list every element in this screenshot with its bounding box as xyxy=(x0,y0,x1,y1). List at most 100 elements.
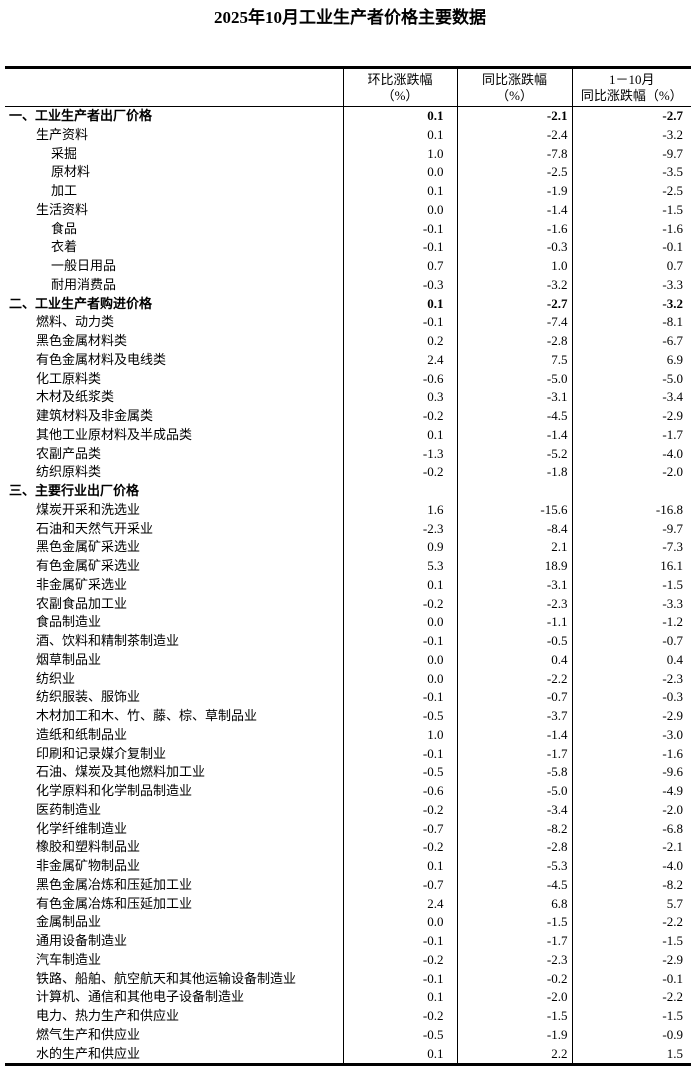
row-mom-value: 0.0 xyxy=(342,613,457,632)
row-label: 酒、饮料和精制茶制造业 xyxy=(36,633,180,648)
row-yoy-value: -2.0 xyxy=(456,988,572,1007)
row-mom-value: -0.1 xyxy=(342,219,457,239)
row-mom-value: -0.2 xyxy=(342,838,457,857)
row-ytd-value: -1.5 xyxy=(571,200,691,220)
row-yoy-value: -2.1 xyxy=(456,106,572,126)
row-label: 计算机、通信和其他电子设备制造业 xyxy=(36,989,245,1005)
row-ytd-value: -0.1 xyxy=(571,238,691,257)
table-row: 汽车制造业 -0.2 -2.3 -2.9 xyxy=(5,950,691,970)
table-row: 非金属矿物制品业 0.1 -5.3 -4.0 xyxy=(5,857,691,876)
row-mom-value: -0.2 xyxy=(342,1007,457,1026)
row-yoy-value: 0.4 xyxy=(456,650,572,670)
row-yoy-value: -1.8 xyxy=(456,463,572,482)
row-mom-value: -0.1 xyxy=(342,632,457,651)
table-row: 纺织服装、服饰业 -0.1 -0.7 -0.3 xyxy=(5,688,691,707)
row-label: 二、工业生产者购进价格 xyxy=(9,295,153,311)
row-ytd-value: -7.3 xyxy=(571,538,691,557)
row-label: 石油、煤炭及其他燃料加工业 xyxy=(36,764,206,780)
row-ytd-value: -16.8 xyxy=(571,500,691,520)
row-mom-value: -0.5 xyxy=(342,763,457,782)
row-label: 印刷和记录媒介复制业 xyxy=(36,745,167,761)
row-mom-value: -0.7 xyxy=(342,819,457,839)
row-ytd-value: -2.0 xyxy=(571,800,691,820)
row-mom-value: 0.3 xyxy=(342,388,457,407)
row-label: 有色金属矿采选业 xyxy=(36,558,141,573)
table-row: 一、工业生产者出厂价格 0.1 -2.1 -2.7 xyxy=(5,106,691,126)
row-ytd-value: -0.9 xyxy=(571,1025,691,1045)
table-row: 食品 -0.1 -1.6 -1.6 xyxy=(5,219,691,239)
row-label: 三、主要行业出厂价格 xyxy=(9,483,140,498)
header-yoy-line2: （%） xyxy=(496,87,533,103)
table-row: 烟草制品业 0.0 0.4 0.4 xyxy=(5,650,691,670)
header-mom-line2: （%） xyxy=(381,87,419,103)
row-ytd-value: -8.1 xyxy=(571,313,691,332)
row-yoy-value: -1.5 xyxy=(456,913,572,932)
table-row: 燃气生产和供应业 -0.5 -1.9 -0.9 xyxy=(5,1025,691,1045)
table-row: 食品制造业 0.0 -1.1 -1.2 xyxy=(5,613,691,632)
row-label: 木材加工和木、竹、藤、棕、草制品业 xyxy=(36,708,258,723)
row-yoy-value: -1.9 xyxy=(456,1025,572,1045)
row-mom-value: 0.1 xyxy=(342,125,457,145)
table-row: 金属制品业 0.0 -1.5 -2.2 xyxy=(5,913,691,932)
row-label: 纺织服装、服饰业 xyxy=(36,689,141,705)
row-label: 有色金属材料及电线类 xyxy=(36,351,167,367)
ppi-data-table: 环比涨跌幅 （%） 同比涨跌幅 （%） 1－10月 同比涨跌幅（%） 一、工业生… xyxy=(5,66,691,1067)
row-ytd-value: -3.4 xyxy=(571,388,691,407)
row-ytd-value: 0.4 xyxy=(571,650,691,670)
row-mom-value: -0.1 xyxy=(342,932,457,951)
row-mom-value: -0.7 xyxy=(342,875,457,895)
row-mom-value: -0.6 xyxy=(342,782,457,801)
row-label: 纺织业 xyxy=(36,670,76,686)
row-ytd-value: -4.0 xyxy=(571,857,691,876)
row-mom-value: 0.0 xyxy=(342,163,457,182)
row-label: 一般日用品 xyxy=(51,258,117,273)
row-mom-value: 0.1 xyxy=(342,988,457,1007)
row-ytd-value: -3.0 xyxy=(571,725,691,745)
row-label: 煤炭开采和洗选业 xyxy=(36,501,141,517)
row-ytd-value: -2.9 xyxy=(571,707,691,726)
row-ytd-value: -1.5 xyxy=(571,1007,691,1026)
row-yoy-value: -4.5 xyxy=(456,875,572,895)
table-row: 木材及纸浆类 0.3 -3.1 -3.4 xyxy=(5,388,691,407)
row-yoy-value: 2.1 xyxy=(456,538,572,557)
page-title: 2025年10月工业生产者价格主要数据 xyxy=(214,8,486,27)
row-mom-value: 0.1 xyxy=(342,1044,457,1065)
row-label: 食品 xyxy=(51,220,78,236)
row-yoy-value: 1.0 xyxy=(456,257,572,276)
row-yoy-value: -1.5 xyxy=(456,1007,572,1026)
table-row: 有色金属冶炼和压延加工业 2.4 6.8 5.7 xyxy=(5,894,691,914)
row-ytd-value: -1.5 xyxy=(571,575,691,595)
row-label: 农副食品加工业 xyxy=(36,595,128,611)
row-label: 水的生产和供应业 xyxy=(36,1045,141,1061)
row-label: 衣着 xyxy=(51,239,78,255)
row-yoy-value: -3.4 xyxy=(456,800,572,820)
table-row: 石油、煤炭及其他燃料加工业 -0.5 -5.8 -9.6 xyxy=(5,763,691,782)
row-mom-value: 2.4 xyxy=(342,350,457,370)
row-label: 汽车制造业 xyxy=(36,951,102,967)
table-row: 燃料、动力类 -0.1 -7.4 -8.1 xyxy=(5,313,691,332)
row-label: 非金属矿采选业 xyxy=(36,576,128,592)
row-mom-value: 1.6 xyxy=(342,500,457,520)
table-row: 印刷和记录媒介复制业 -0.1 -1.7 -1.6 xyxy=(5,744,691,764)
row-mom-value: -0.6 xyxy=(342,369,457,389)
row-yoy-value: 18.9 xyxy=(456,557,572,576)
row-yoy-value xyxy=(456,482,572,501)
table-row: 黑色金属矿采选业 0.9 2.1 -7.3 xyxy=(5,538,691,557)
row-yoy-value: -5.2 xyxy=(456,444,572,464)
row-yoy-value: -3.7 xyxy=(456,707,572,726)
table-row: 化工原料类 -0.6 -5.0 -5.0 xyxy=(5,369,691,389)
header-ytd-line1: 1－10月 xyxy=(608,71,655,87)
row-ytd-value: -1.5 xyxy=(571,932,691,951)
header-mom-line1: 环比涨跌幅 xyxy=(367,71,433,87)
row-mom-value: 0.0 xyxy=(342,913,457,932)
row-yoy-value: -3.1 xyxy=(456,388,572,407)
row-label: 一、工业生产者出厂价格 xyxy=(9,108,153,123)
row-mom-value: 0.1 xyxy=(342,294,457,314)
row-label: 生活资料 xyxy=(36,201,89,217)
row-ytd-value: -2.1 xyxy=(571,838,691,857)
row-label: 农副产品类 xyxy=(36,445,102,461)
row-mom-value: 0.0 xyxy=(342,200,457,220)
row-yoy-value: -2.3 xyxy=(456,950,572,970)
row-ytd-value: -0.1 xyxy=(571,969,691,989)
row-yoy-value: -15.6 xyxy=(456,500,572,520)
